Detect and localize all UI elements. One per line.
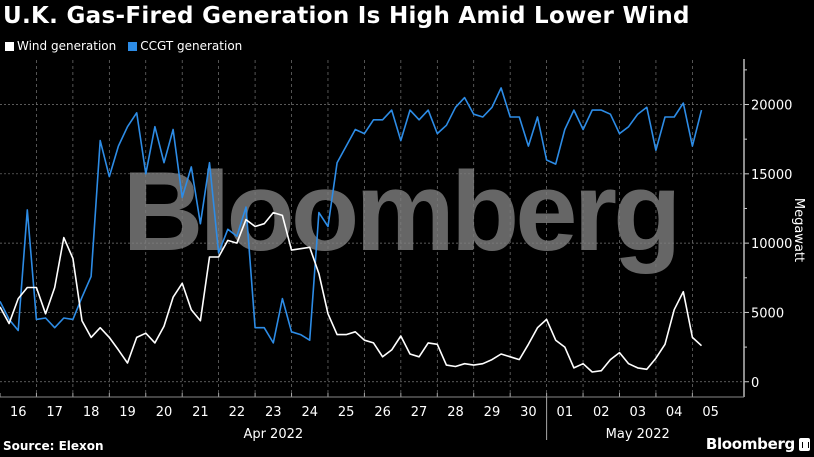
x-tick-label: 17: [46, 405, 63, 420]
legend-label-wind: Wind generation: [17, 39, 117, 53]
x-tick-label: 04: [666, 405, 683, 420]
x-tick-label: 18: [83, 405, 100, 420]
y-axis-label: Megawatt: [791, 198, 806, 262]
x-tick-label: 26: [374, 405, 391, 420]
y-tick-label: 0: [751, 376, 759, 391]
series-lines: [0, 87, 703, 373]
x-tick-label: 25: [338, 405, 355, 420]
x-tick-label: 03: [629, 405, 646, 420]
legend-swatch-wind: [5, 41, 14, 51]
x-tick-label: 01: [557, 405, 574, 420]
y-tick-label: 20000: [751, 99, 792, 114]
legend: Wind generation CCGT generation: [5, 39, 242, 53]
y-tick-label: 15000: [751, 168, 792, 183]
legend-swatch-ccgt: [128, 41, 138, 51]
watermark: Bloomberg: [122, 149, 677, 274]
x-tick-label: 24: [301, 405, 318, 420]
y-tick-label: 5000: [751, 306, 784, 321]
source-note: Source: Elexon: [3, 439, 104, 453]
x-tick-label: 22: [229, 405, 246, 420]
month-label: Apr 2022: [243, 427, 303, 442]
x-tick-label: 30: [520, 405, 537, 420]
legend-label-ccgt: CCGT generation: [140, 39, 243, 53]
x-tick-label: 23: [265, 405, 282, 420]
logo-text: Bloomberg: [705, 435, 795, 453]
x-tick-label: 19: [119, 405, 136, 420]
bloomberg-terminal-icon: [799, 437, 810, 451]
x-tick-label: 05: [702, 405, 719, 420]
y-tick-label: 10000: [751, 237, 792, 252]
x-tick-label: 02: [593, 405, 610, 420]
legend-item-wind: Wind generation: [5, 39, 116, 53]
ccgt-generation-line: [0, 87, 703, 344]
x-tick-label: 21: [192, 405, 209, 420]
axes: 0 5000 10000 15000 20000 16 17 18 19 20 21 22 23 24 25…: [0, 59, 792, 442]
chart-title: U.K. Gas-Fired Generation Is High Amid L…: [3, 3, 690, 29]
x-tick-label: 29: [484, 405, 501, 420]
grid: [0, 60, 744, 397]
x-tick-label: 27: [411, 405, 428, 420]
wind-generation-line: [0, 211, 703, 373]
x-tick-label: 16: [10, 405, 27, 420]
month-label: May 2022: [606, 427, 670, 442]
legend-item-ccgt: CCGT generation: [128, 39, 242, 53]
x-tick-label: 28: [447, 405, 464, 420]
x-tick-label: 20: [156, 405, 173, 420]
bloomberg-logo: Bloomberg: [706, 435, 810, 453]
